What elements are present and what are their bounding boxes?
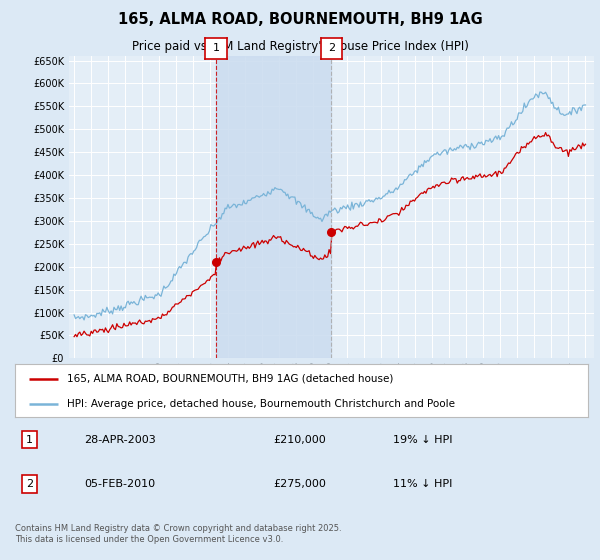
Text: HPI: Average price, detached house, Bournemouth Christchurch and Poole: HPI: Average price, detached house, Bour…: [67, 399, 455, 409]
Bar: [216, 56, 331, 358]
Text: 165, ALMA ROAD, BOURNEMOUTH, BH9 1AG: 165, ALMA ROAD, BOURNEMOUTH, BH9 1AG: [118, 12, 482, 27]
Text: £210,000: £210,000: [273, 435, 326, 445]
Text: 1: 1: [26, 435, 33, 445]
Text: 1: 1: [212, 43, 220, 53]
Text: Contains HM Land Registry data © Crown copyright and database right 2025.
This d: Contains HM Land Registry data © Crown c…: [15, 524, 341, 544]
Text: 2: 2: [26, 479, 33, 489]
Text: Price paid vs. HM Land Registry's House Price Index (HPI): Price paid vs. HM Land Registry's House …: [131, 40, 469, 53]
Text: 165, ALMA ROAD, BOURNEMOUTH, BH9 1AG (detached house): 165, ALMA ROAD, BOURNEMOUTH, BH9 1AG (de…: [67, 374, 393, 384]
Text: 28-APR-2003: 28-APR-2003: [84, 435, 155, 445]
Text: 2: 2: [328, 43, 335, 53]
Text: 05-FEB-2010: 05-FEB-2010: [84, 479, 155, 489]
Text: £275,000: £275,000: [273, 479, 326, 489]
Text: 11% ↓ HPI: 11% ↓ HPI: [393, 479, 452, 489]
Text: 19% ↓ HPI: 19% ↓ HPI: [393, 435, 452, 445]
